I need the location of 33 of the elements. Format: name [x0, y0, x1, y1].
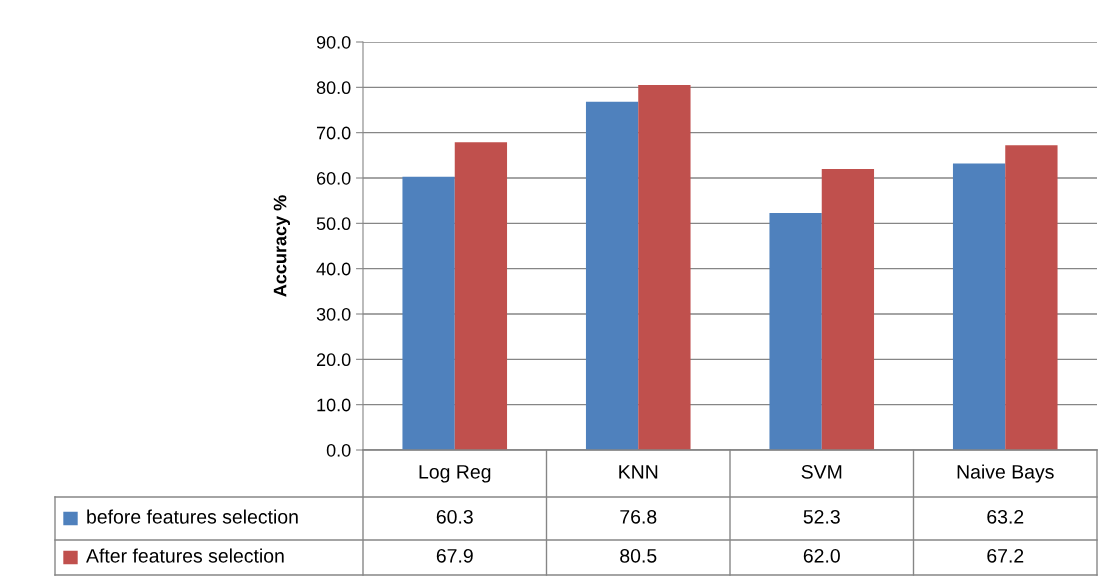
y-tick-label: 20.0: [316, 353, 351, 367]
data-label: 62.0: [803, 548, 840, 563]
bar: [638, 85, 691, 450]
y-axis-title: Accuracy %: [273, 195, 290, 297]
data-label: 52.3: [803, 509, 840, 524]
y-tick-label: 60.0: [316, 171, 351, 185]
legend-label: before features selection: [87, 509, 298, 524]
bar: [402, 176, 455, 450]
x-tick-label: Log Reg: [419, 465, 491, 483]
y-tick-label: 70.0: [316, 126, 351, 140]
y-tick-label: 40.0: [316, 262, 351, 276]
data-label: 67.2: [987, 548, 1024, 563]
data-label: 60.3: [436, 509, 473, 524]
y-tick-label: 0.0: [326, 443, 351, 457]
y-tick-label: 30.0: [316, 307, 351, 321]
data-label: 67.9: [436, 548, 473, 563]
data-label: 76.8: [620, 509, 657, 524]
bar: [952, 163, 1006, 450]
y-tick-label: 50.0: [316, 217, 351, 231]
data-label: 80.5: [620, 548, 657, 563]
y-tick-label: 80.0: [316, 81, 351, 95]
x-tick-label: KNN: [619, 465, 658, 479]
bar: [1005, 145, 1058, 450]
y-tick-label: 90.0: [316, 35, 351, 49]
bar: [454, 142, 508, 450]
x-tick-label: SVM: [801, 464, 842, 479]
data-label: 63.2: [987, 509, 1024, 524]
y-tick-label: 10.0: [317, 398, 351, 412]
bar: [585, 101, 639, 450]
legend-label: After features selection: [86, 548, 284, 563]
bar: [769, 212, 822, 450]
x-tick-label: Naive Bays: [957, 464, 1054, 483]
bar: [821, 168, 875, 450]
